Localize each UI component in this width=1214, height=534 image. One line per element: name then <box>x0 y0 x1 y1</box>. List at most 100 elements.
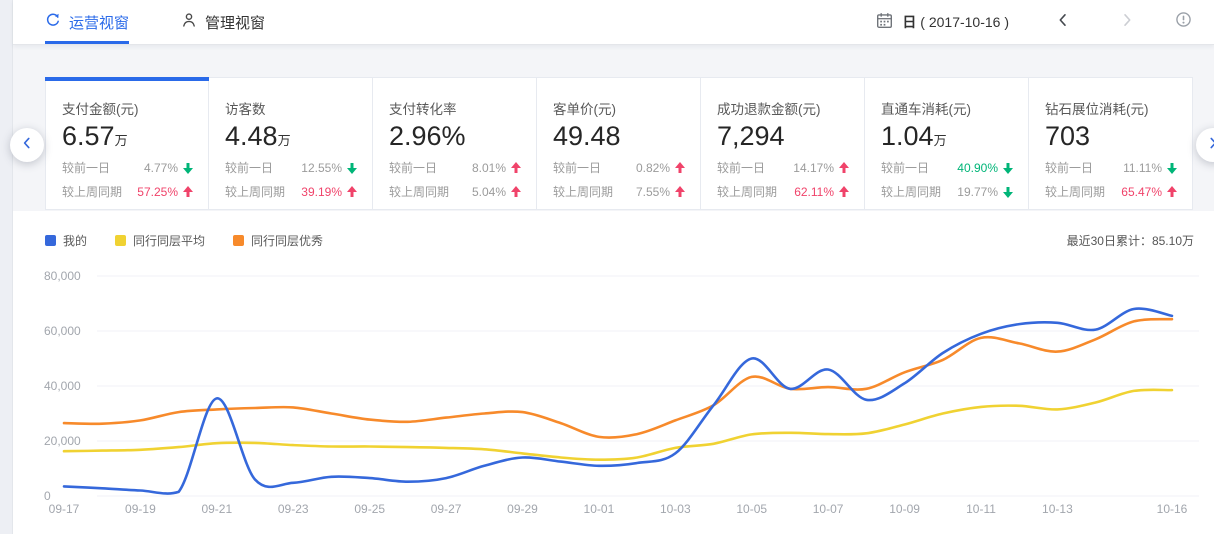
x-axis-label: 10-05 <box>736 502 767 516</box>
compare-label: 较前一日 <box>225 161 274 176</box>
x-axis-label: 10-16 <box>1157 502 1188 516</box>
kpi-title: 成功退款金额(元) <box>717 102 821 117</box>
kpi-title: 客单价(元) <box>553 102 616 117</box>
trend-arrow-icon <box>346 186 357 198</box>
kpi-value: 2.96% <box>389 121 466 151</box>
compare-percent: 8.01% <box>471 160 506 175</box>
tab-label: 运营视窗 <box>69 14 130 32</box>
sync-icon <box>45 12 61 32</box>
tab-operations-view[interactable]: 运营视窗 <box>45 0 130 44</box>
cards-scroll-right-button[interactable] <box>1196 128 1214 162</box>
x-axis-label: 09-27 <box>431 502 462 516</box>
compare-percent: 62.11% <box>794 184 834 199</box>
kpi-card[interactable]: 直通车消耗(元) 1.04万 较前一日 40.90% 较上周同期 19.77% <box>865 77 1029 210</box>
prev-day-button[interactable] <box>1055 12 1071 33</box>
compare-percent: 39.19% <box>301 184 342 199</box>
calendar-icon <box>876 12 893 32</box>
trend-arrow-icon <box>182 162 193 174</box>
chart-legend: 我的 同行同层平均 同行同层优秀 最近30日累计：85.10万 <box>45 232 1194 249</box>
kpi-value: 49.48 <box>553 121 621 151</box>
kpi-title: 支付转化率 <box>389 102 457 117</box>
x-axis-label: 10-07 <box>813 502 844 516</box>
compare-percent: 40.90% <box>957 160 998 175</box>
compare-percent: 0.82% <box>635 160 670 175</box>
trend-arrow-icon <box>182 186 193 198</box>
kpi-card[interactable]: 访客数 4.48万 较前一日 12.55% 较上周同期 39.19% <box>209 77 373 210</box>
date-picker[interactable]: 日 ( 2017-10-16 ) <box>876 12 1009 32</box>
compare-percent: 57.25% <box>137 184 178 199</box>
chevron-left-icon <box>1055 12 1071 33</box>
x-axis-label: 10-09 <box>889 502 920 516</box>
y-axis-label: 60,000 <box>44 324 81 338</box>
compare-label: 较前一日 <box>389 161 438 176</box>
trend-chart[interactable]: 0 20,000 40,000 60,000 80,000 09-17 09-19 09-21… <box>13 257 1214 525</box>
top-header: 运营视窗 管理视窗 日 ( 2017-10-16 ) <box>13 0 1214 45</box>
trend-arrow-icon <box>510 162 521 174</box>
tab-label: 管理视窗 <box>205 14 266 32</box>
legend-item[interactable]: 同行同层平均 <box>115 232 205 249</box>
chevron-left-icon <box>20 136 34 155</box>
next-day-button[interactable] <box>1119 12 1135 33</box>
tab-management-view[interactable]: 管理视窗 <box>181 0 265 44</box>
series-line-2 <box>62 317 1174 439</box>
kpi-value: 1.04万 <box>881 121 947 151</box>
legend-label: 我的 <box>63 234 88 248</box>
compare-label: 较上周同期 <box>225 185 286 200</box>
kpi-value: 6.57万 <box>62 121 128 151</box>
compare-label: 较前一日 <box>553 161 602 176</box>
x-axis-label: 10-13 <box>1042 502 1073 516</box>
kpi-card[interactable]: 支付转化率 2.96% 较前一日 8.01% 较上周同期 5.04% <box>373 77 537 210</box>
x-axis-label: 10-03 <box>660 502 691 516</box>
chevron-right-icon <box>1119 12 1135 33</box>
kpi-value: 7,294 <box>717 121 785 151</box>
x-axis-label: 10-11 <box>966 502 996 516</box>
date-value: ( 2017-10-16 ) <box>920 14 1009 30</box>
trend-arrow-icon <box>1166 162 1177 174</box>
compare-label: 较上周同期 <box>717 185 778 200</box>
kpi-card[interactable]: 钻石展位消耗(元) 703 较前一日 11.11% 较上周同期 65.47% <box>1029 77 1193 210</box>
kpi-compare-row: 较上周同期 65.47% <box>1045 183 1177 200</box>
compare-label: 较上周同期 <box>62 185 123 200</box>
kpi-title: 直通车消耗(元) <box>881 102 971 117</box>
compare-percent: 5.04% <box>471 184 506 199</box>
trend-arrow-icon <box>838 186 849 198</box>
trend-arrow-icon <box>346 162 357 174</box>
compare-percent: 11.11% <box>1123 160 1162 175</box>
legend-swatch-icon <box>233 235 245 246</box>
kpi-card[interactable]: 成功退款金额(元) 7,294 较前一日 14.17% 较上周同期 62.11% <box>701 77 865 210</box>
kpi-card[interactable]: 支付金额(元) 6.57万 较前一日 4.77% 较上周同期 57.25% <box>45 77 209 210</box>
x-axis-label: 09-23 <box>278 502 309 516</box>
chevron-right-icon <box>1206 136 1214 155</box>
legend-swatch-icon <box>45 235 56 246</box>
kpi-value: 4.48万 <box>225 121 291 151</box>
legend-item[interactable]: 同行同层优秀 <box>233 232 323 249</box>
x-axis-label: 09-17 <box>49 502 80 516</box>
y-axis-label: 80,000 <box>44 269 81 283</box>
compare-label: 较前一日 <box>881 161 930 176</box>
kpi-cards-row: 支付金额(元) 6.57万 较前一日 4.77% 较上周同期 57.25% 访客… <box>45 77 1193 210</box>
cards-scroll-left-button[interactable] <box>10 128 44 162</box>
compare-percent: 19.77% <box>957 184 998 199</box>
kpi-compare-row: 较上周同期 57.25% <box>62 183 193 200</box>
x-axis-label: 10-01 <box>584 502 615 516</box>
trend-arrow-icon <box>1002 162 1013 174</box>
trend-arrow-icon <box>674 162 685 174</box>
compare-label: 较上周同期 <box>881 185 942 200</box>
kpi-compare-row: 较上周同期 19.77% <box>881 183 1013 200</box>
compare-label: 较前一日 <box>1045 161 1094 176</box>
info-button[interactable] <box>1175 11 1192 33</box>
compare-percent: 14.17% <box>793 160 834 175</box>
kpi-title: 支付金额(元) <box>62 102 139 117</box>
user-icon <box>181 12 197 32</box>
legend-item[interactable]: 我的 <box>45 232 87 249</box>
kpi-compare-row: 较上周同期 39.19% <box>225 183 357 200</box>
x-axis-label: 09-25 <box>354 502 385 516</box>
kpi-compare-row: 较上周同期 62.11% <box>717 183 849 200</box>
kpi-compare-row: 较前一日 12.55% <box>225 159 357 176</box>
compare-label: 较上周同期 <box>1045 185 1106 200</box>
compare-label: 较上周同期 <box>389 185 450 200</box>
kpi-card[interactable]: 客单价(元) 49.48 较前一日 0.82% 较上周同期 7.55% <box>537 77 701 210</box>
info-icon <box>1175 11 1192 33</box>
kpi-compare-row: 较前一日 14.17% <box>717 159 849 176</box>
compare-percent: 4.77% <box>143 160 178 175</box>
